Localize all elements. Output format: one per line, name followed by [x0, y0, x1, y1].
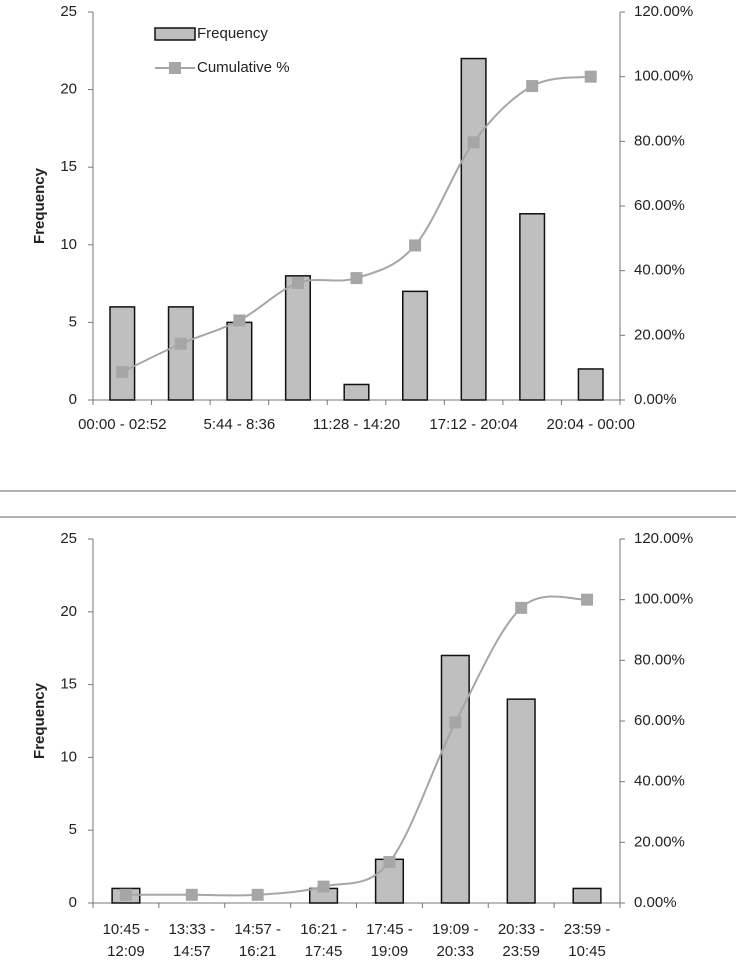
cumulative-marker — [383, 856, 396, 869]
cumulative-marker — [119, 888, 132, 901]
cumulative-marker — [515, 601, 528, 614]
cumulative-line — [125, 595, 588, 897]
y2-tick-label: 60.00% — [634, 712, 685, 729]
y2-tick-label: 40.00% — [634, 773, 685, 790]
x-tick-label: 16:21 - — [300, 921, 347, 938]
cumulative-marker — [350, 272, 363, 285]
bar — [343, 383, 370, 401]
cumulative-marker — [581, 593, 594, 606]
x-tick-label: 14:57 - — [234, 921, 281, 938]
x-tick-label: 10:45 - — [103, 921, 150, 938]
legend-item: Frequency — [154, 25, 268, 42]
x-tick-label: 17:45 - — [366, 921, 413, 938]
y2-tick-label: 120.00% — [634, 3, 693, 20]
bar — [519, 213, 546, 401]
bar — [460, 57, 487, 401]
y-tick-label: 15 — [60, 676, 77, 693]
legend-item: Cumulative % — [155, 59, 290, 76]
y-tick-label: 5 — [69, 313, 77, 330]
x-tick-label: 14:57 — [173, 943, 211, 960]
legend-label: Frequency — [197, 25, 268, 42]
y2-tick-label: 40.00% — [634, 262, 685, 279]
cumulative-line — [121, 75, 591, 373]
legend-swatch — [154, 27, 196, 41]
y-tick-label: 20 — [60, 603, 77, 620]
y2-tick-label: 20.00% — [634, 833, 685, 850]
x-tick-label: 12:09 — [107, 943, 145, 960]
x-tick-label: 5:44 - 8:36 — [204, 416, 276, 433]
y2-tick-label: 0.00% — [634, 391, 677, 408]
y-tick-label: 20 — [60, 81, 77, 98]
cumulative-marker — [584, 70, 597, 83]
cumulative-marker — [467, 136, 480, 149]
y2-tick-label: 60.00% — [634, 197, 685, 214]
y-axis-title: Frequency — [31, 167, 48, 244]
x-tick-label: 17:45 — [305, 943, 343, 960]
cumulative-marker — [251, 888, 264, 901]
bar — [109, 306, 136, 401]
y-tick-label: 25 — [60, 3, 77, 20]
x-tick-label: 10:45 — [568, 943, 606, 960]
cumulative-marker — [233, 314, 246, 327]
cumulative-marker — [185, 888, 198, 901]
cumulative-marker — [116, 365, 129, 378]
bar — [440, 654, 470, 904]
y2-tick-label: 20.00% — [634, 326, 685, 343]
bar — [577, 368, 604, 401]
y-tick-label: 10 — [60, 236, 77, 253]
x-tick-label: 16:21 — [239, 943, 277, 960]
cumulative-marker — [291, 276, 304, 289]
legend-marker — [169, 62, 181, 74]
bar — [284, 275, 311, 401]
x-tick-label: 20:33 — [437, 943, 475, 960]
cumulative-marker — [409, 239, 422, 252]
y-tick-label: 10 — [60, 748, 77, 765]
x-tick-label: 20:33 - — [498, 921, 545, 938]
y-tick-label: 25 — [60, 530, 77, 547]
y-tick-label: 0 — [69, 894, 77, 911]
bar — [167, 306, 194, 401]
y2-tick-label: 100.00% — [634, 68, 693, 85]
x-tick-label: 23:59 - — [564, 921, 611, 938]
cumulative-marker — [174, 337, 187, 350]
y-tick-label: 15 — [60, 158, 77, 175]
x-tick-label: 20:04 - 00:00 — [547, 416, 635, 433]
legend-label: Cumulative % — [197, 59, 290, 76]
cumulative-marker — [526, 80, 539, 93]
bar — [402, 290, 429, 401]
y2-tick-label: 80.00% — [634, 132, 685, 149]
bar — [226, 321, 253, 401]
x-tick-label: 11:28 - 14:20 — [313, 416, 400, 433]
x-tick-label: 17:12 - 20:04 — [429, 416, 517, 433]
x-tick-label: 13:33 - — [168, 921, 215, 938]
x-tick-label: 19:09 - — [432, 921, 479, 938]
y2-tick-label: 100.00% — [634, 591, 693, 608]
cumulative-marker — [449, 716, 462, 729]
y-axis-title: Frequency — [31, 682, 48, 759]
cumulative-marker — [317, 880, 330, 893]
y-tick-label: 0 — [69, 391, 77, 408]
bar — [572, 887, 602, 904]
y-tick-label: 5 — [69, 821, 77, 838]
bar — [506, 698, 536, 904]
x-tick-label: 23:59 — [502, 943, 540, 960]
y2-tick-label: 80.00% — [634, 651, 685, 668]
x-tick-label: 19:09 — [371, 943, 409, 960]
x-tick-label: 00:00 - 02:52 — [78, 416, 166, 433]
y2-tick-label: 120.00% — [634, 530, 693, 547]
y2-tick-label: 0.00% — [634, 894, 677, 911]
